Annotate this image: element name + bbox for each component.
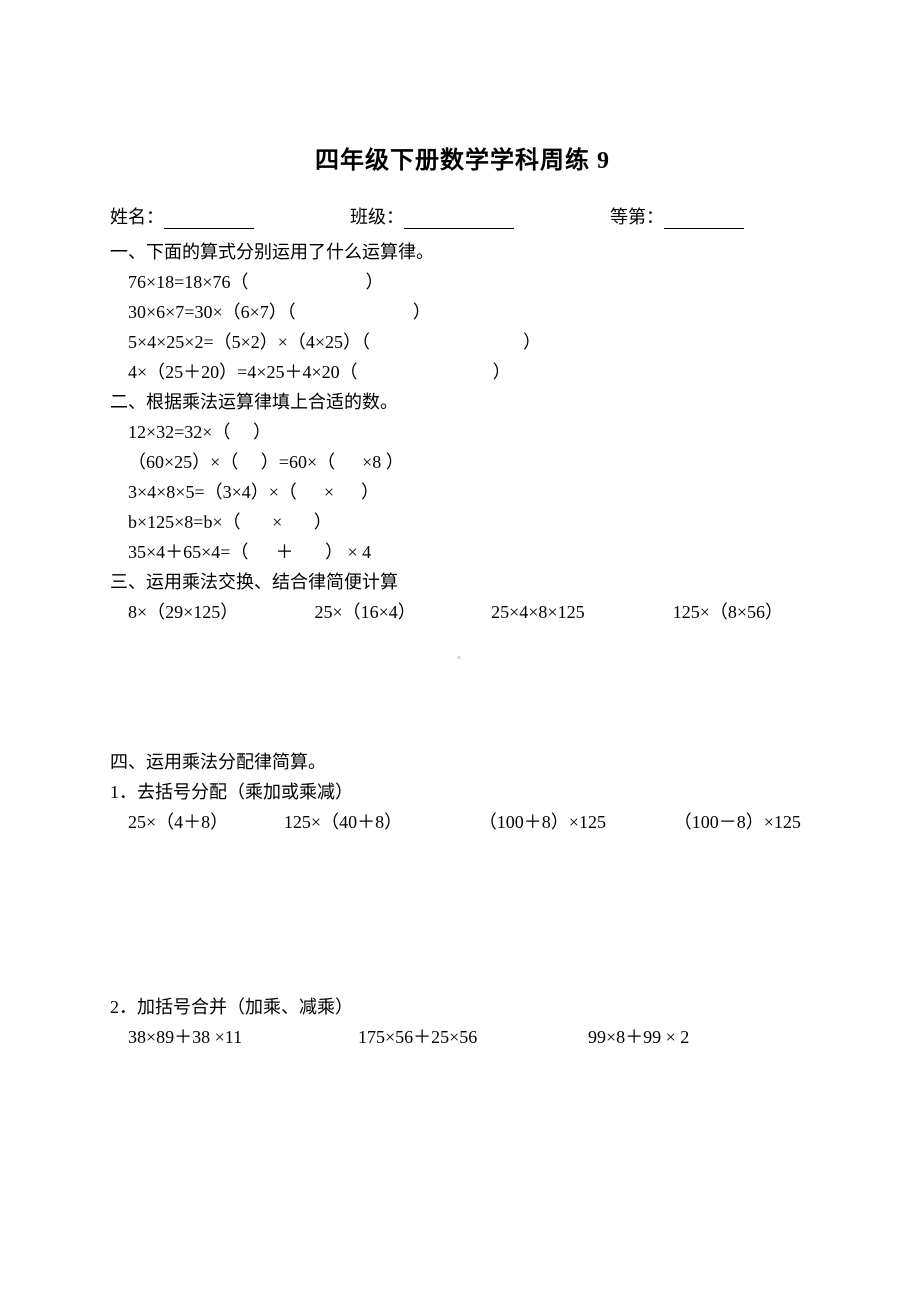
section4-sub2-heading: 2．加括号合并（加乘、减乘）: [110, 992, 815, 1022]
page-title: 四年级下册数学学科周练 9: [110, 140, 815, 175]
calc-problem: 25×（4＋8）: [128, 807, 284, 837]
header-class: 班级：: [350, 203, 610, 229]
section2-item: （60×25）×（ ）=60×（ ×8 ）: [110, 447, 815, 477]
calc-problem: （100－8）×125: [674, 807, 815, 837]
name-underline: [164, 211, 254, 229]
calc-problem: 175×56＋25×56: [358, 1022, 588, 1052]
section3-problems: 8×（29×125） 25×（16×4） 25×4×8×125 125×（8×5…: [110, 597, 815, 627]
section1-item: 76×18=18×76（ ）: [110, 267, 815, 297]
section1-item: 30×6×7=30×（6×7）（ ）: [110, 297, 815, 327]
section1-item: 4×（25＋20）=4×25＋4×20（ ）: [110, 357, 815, 387]
header-grade: 等第：: [610, 203, 815, 229]
section4-sub1-heading: 1．去括号分配（乘加或乘减）: [110, 777, 815, 807]
calc-problem: 125×（8×56）: [673, 597, 815, 627]
name-label: 姓名：: [110, 207, 164, 227]
section2-item: 35×4＋65×4=（ ＋ ） × 4: [110, 537, 815, 567]
spacer: [110, 837, 815, 992]
calc-problem: 25×4×8×125: [491, 597, 673, 627]
calc-problem: 38×89＋38 ×11: [128, 1022, 358, 1052]
header-name: 姓名：: [110, 203, 350, 229]
grade-label: 等第：: [610, 207, 664, 227]
section4-heading: 四、运用乘法分配律简算。: [110, 747, 815, 777]
section1-item: 5×4×25×2=（5×2）×（4×25）（ ）: [110, 327, 815, 357]
calc-problem: 25×（16×4）: [314, 597, 491, 627]
section2-item: 3×4×8×5=（3×4）×（ × ）: [110, 477, 815, 507]
section2-heading: 二、根据乘法运算律填上合适的数。: [110, 387, 815, 417]
section2-item: 12×32=32×（ ）: [110, 417, 815, 447]
grade-underline: [664, 211, 744, 229]
calc-problem: （100＋8）×125: [479, 807, 674, 837]
section2-item: b×125×8=b×（ × ）: [110, 507, 815, 537]
calc-problem: 125×（40＋8）: [284, 807, 479, 837]
section1-heading: 一、下面的算式分别运用了什么运算律。: [110, 237, 815, 267]
spacer: [110, 727, 815, 747]
calc-problem: 99×8＋99 × 2: [588, 1022, 758, 1052]
spacer: [110, 627, 815, 727]
class-underline: [404, 211, 514, 229]
calc-problem: 8×（29×125）: [128, 597, 314, 627]
section3-heading: 三、运用乘法交换、结合律简便计算: [110, 567, 815, 597]
section4-sub1-problems: 25×（4＋8） 125×（40＋8） （100＋8）×125 （100－8）×…: [110, 807, 815, 837]
watermark-icon: ▪: [457, 652, 463, 664]
section4-sub2-problems: 38×89＋38 ×11 175×56＋25×56 99×8＋99 × 2: [110, 1022, 815, 1052]
page-content: 四年级下册数学学科周练 9 姓名： 班级： 等第： 一、下面的算式分别运用了什么…: [0, 0, 920, 1052]
class-label: 班级：: [350, 207, 404, 227]
header-row: 姓名： 班级： 等第：: [110, 203, 815, 229]
